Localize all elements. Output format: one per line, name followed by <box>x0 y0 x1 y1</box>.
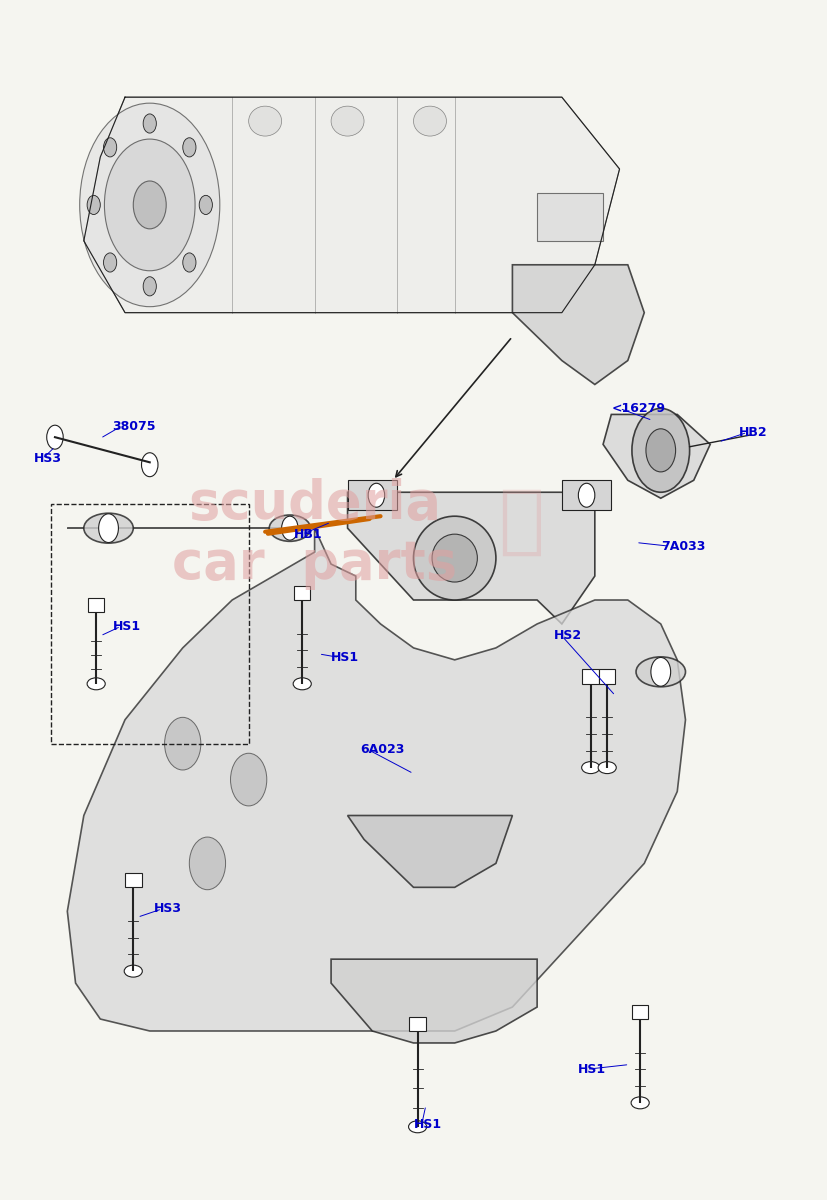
Bar <box>409 1016 426 1031</box>
Text: HS1: HS1 <box>414 1118 442 1130</box>
Text: HS2: HS2 <box>553 630 581 642</box>
Polygon shape <box>347 816 513 887</box>
Ellipse shape <box>631 1097 649 1109</box>
Bar <box>582 670 599 684</box>
Ellipse shape <box>409 1121 427 1133</box>
Bar <box>599 670 615 684</box>
Ellipse shape <box>84 514 133 544</box>
Circle shape <box>98 514 118 542</box>
Text: HS1: HS1 <box>112 620 141 632</box>
Circle shape <box>578 484 595 508</box>
Circle shape <box>231 754 267 806</box>
Text: HS1: HS1 <box>578 1063 606 1076</box>
Bar <box>88 598 104 612</box>
Circle shape <box>133 181 166 229</box>
Text: ⛿: ⛿ <box>498 485 543 559</box>
Bar <box>50 504 249 744</box>
Text: HS3: HS3 <box>154 902 182 916</box>
Circle shape <box>104 139 195 271</box>
Ellipse shape <box>270 515 310 541</box>
Ellipse shape <box>598 762 616 774</box>
Text: <16279: <16279 <box>611 402 665 415</box>
Circle shape <box>103 253 117 272</box>
Text: HS3: HS3 <box>35 452 62 466</box>
Text: 38075: 38075 <box>112 420 156 433</box>
Circle shape <box>199 196 213 215</box>
Bar <box>632 1004 648 1019</box>
Circle shape <box>46 425 63 449</box>
Ellipse shape <box>636 656 686 686</box>
Ellipse shape <box>414 516 496 600</box>
Ellipse shape <box>293 678 311 690</box>
Polygon shape <box>513 265 644 384</box>
Circle shape <box>189 838 226 889</box>
Text: HB2: HB2 <box>739 426 767 439</box>
Circle shape <box>368 484 385 508</box>
Circle shape <box>103 138 117 157</box>
Circle shape <box>79 103 220 307</box>
Polygon shape <box>84 97 619 313</box>
Circle shape <box>282 516 298 540</box>
Circle shape <box>183 138 196 157</box>
Polygon shape <box>67 528 686 1031</box>
Bar <box>347 480 397 510</box>
Bar <box>537 193 603 241</box>
Polygon shape <box>331 959 537 1043</box>
Ellipse shape <box>432 534 477 582</box>
Polygon shape <box>603 414 710 498</box>
Bar <box>125 872 141 887</box>
Text: scuderia
car  parts: scuderia car parts <box>172 478 457 590</box>
Text: 6A023: 6A023 <box>360 743 404 756</box>
Ellipse shape <box>124 965 142 977</box>
Circle shape <box>87 196 100 215</box>
Ellipse shape <box>249 106 282 136</box>
Circle shape <box>651 658 671 686</box>
Circle shape <box>646 428 676 472</box>
Ellipse shape <box>87 678 105 690</box>
Circle shape <box>143 114 156 133</box>
Circle shape <box>141 452 158 476</box>
Polygon shape <box>347 492 595 624</box>
Circle shape <box>183 253 196 272</box>
Text: HB1: HB1 <box>294 528 323 541</box>
Circle shape <box>143 277 156 296</box>
Ellipse shape <box>581 762 600 774</box>
Text: 7A033: 7A033 <box>661 540 705 553</box>
Circle shape <box>165 718 201 770</box>
Ellipse shape <box>414 106 447 136</box>
Bar <box>562 480 611 510</box>
Circle shape <box>632 408 690 492</box>
Bar <box>294 586 310 600</box>
Text: HS1: HS1 <box>331 650 359 664</box>
Ellipse shape <box>331 106 364 136</box>
